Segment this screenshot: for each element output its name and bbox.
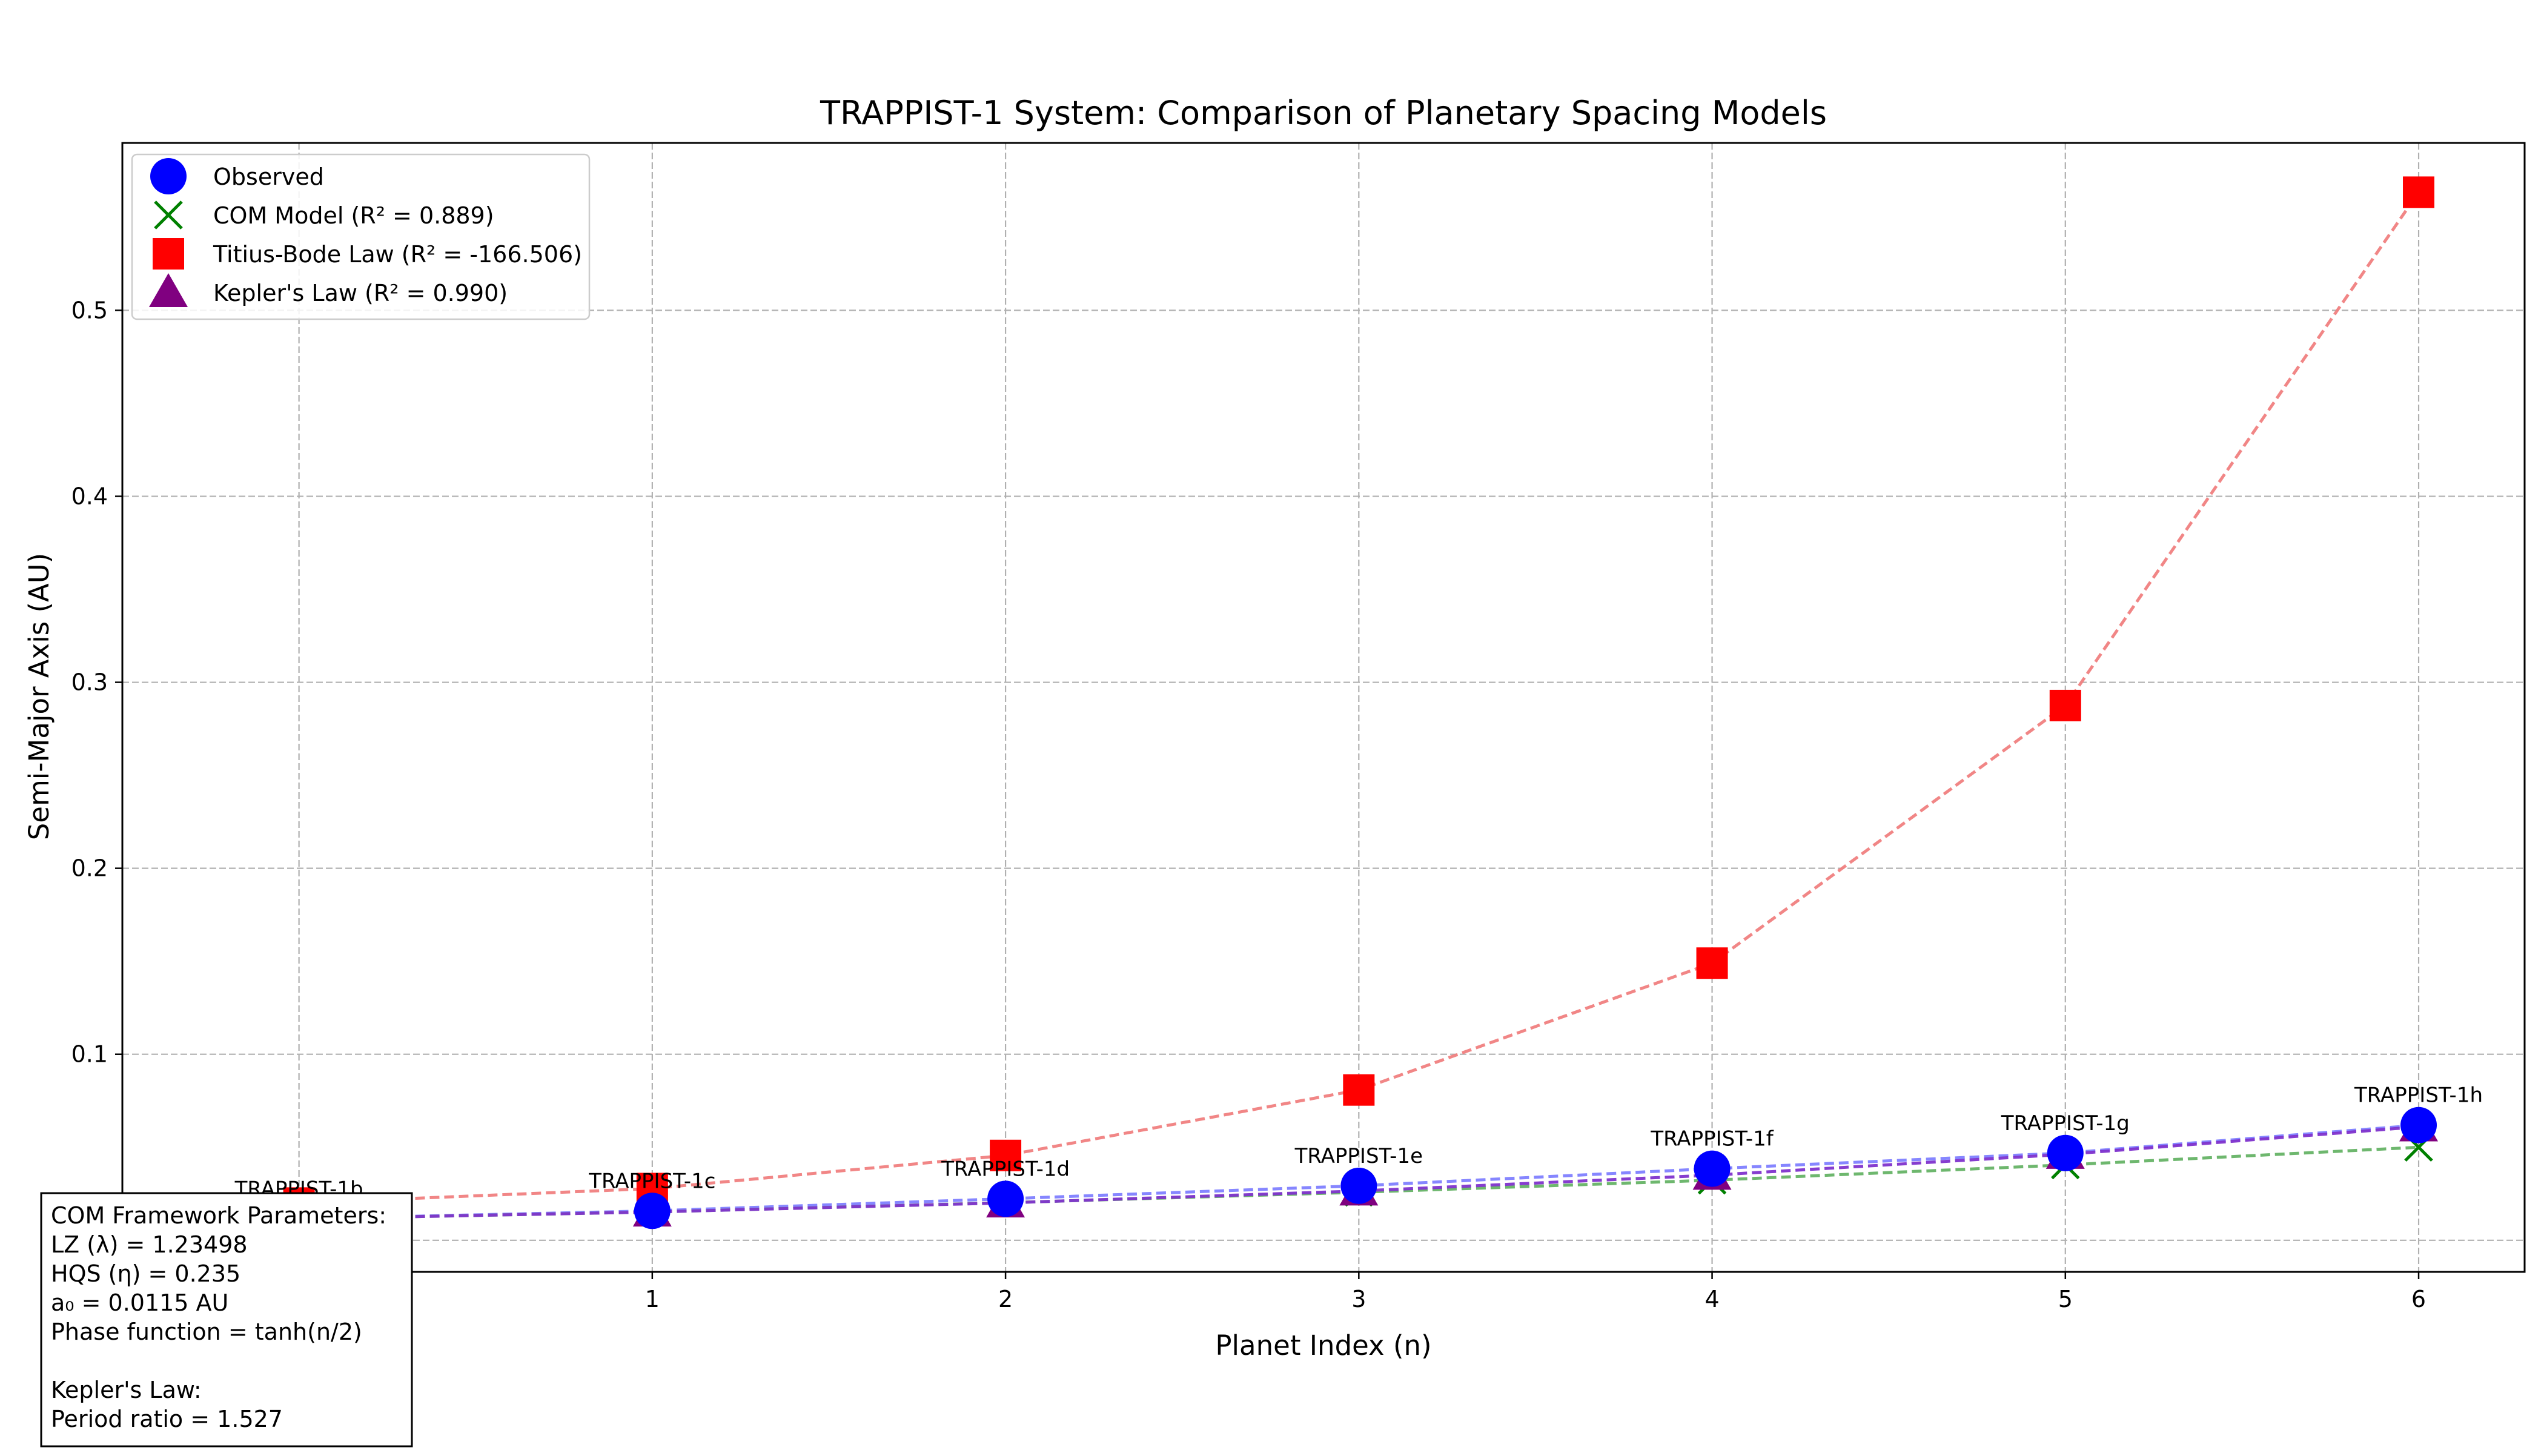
legend-entry-label: Titius-Bode Law (R² = -166.506) [213, 241, 582, 268]
y-axis-label: Semi-Major Axis (AU) [23, 553, 55, 841]
legend-entry-label: Observed [213, 164, 324, 190]
legend: Observed COM Model (R² = 0.889) Titius-Bod… [131, 153, 591, 320]
planet-label: TRAPPIST-1f [1650, 1127, 1774, 1151]
parameters-box: COM Framework Parameters:LZ (λ) = 1.2349… [40, 1192, 413, 1448]
x-tick-label: 2 [998, 1286, 1013, 1312]
data-point [2403, 176, 2435, 208]
x-tick-label: 1 [645, 1286, 660, 1312]
x-axis-label: Planet Index (n) [1215, 1329, 1431, 1362]
parameters-box-line: Phase function = tanh(n/2) [51, 1319, 362, 1345]
parameters-box-line: LZ (λ) = 1.23498 [51, 1231, 248, 1258]
data-point [1696, 947, 1728, 979]
data-point [2047, 1134, 2084, 1171]
legend-marker [154, 200, 183, 230]
data-point [2049, 689, 2081, 721]
data-point [990, 1139, 1022, 1171]
planet-labels: TRAPPIST-1b TRAPPIST-1c TRAPPIST-1dTRAPPIS… [234, 1084, 2483, 1202]
planet-label: TRAPPIST-1g [2001, 1111, 2130, 1136]
y-tick-label: 0.1 [71, 1041, 108, 1068]
planet-label: TRAPPIST-1c [588, 1169, 715, 1193]
x-tick-label: 5 [2058, 1286, 2073, 1312]
data-point [634, 1193, 671, 1229]
legend-marker [149, 273, 188, 307]
data-point [1340, 1167, 1377, 1204]
data-point [987, 1180, 1024, 1217]
legend-marker [150, 158, 187, 194]
planet-label: TRAPPIST-1e [1294, 1144, 1423, 1168]
x-tick-label: 3 [1351, 1286, 1366, 1312]
legend-box [131, 153, 591, 320]
y-tick-label: 0.3 [71, 669, 108, 696]
parameters-box-line: COM Framework Parameters: [51, 1202, 386, 1229]
data-point [1343, 1074, 1375, 1106]
legend-entry-label: Kepler's Law (R² = 0.990) [213, 280, 508, 306]
parameters-box-line: Kepler's Law: [51, 1377, 202, 1403]
x-tick-label: 6 [2411, 1286, 2426, 1312]
legend-entry-label: COM Model (R² = 0.889) [213, 202, 494, 229]
parameters-box-line: HQS (η) = 0.235 [51, 1260, 240, 1287]
planet-label: TRAPPIST-1d [941, 1157, 1070, 1181]
x-marker-stroke [154, 200, 183, 230]
parameters-box-line: a₀ = 0.0115 AU [51, 1289, 228, 1316]
legend-marker [153, 238, 184, 270]
data-point [1694, 1150, 1731, 1187]
parameters-box-frame [40, 1192, 413, 1448]
y-tick-label: 0.2 [71, 855, 108, 882]
chart-title: TRAPPIST-1 System: Comparison of Planeta… [820, 94, 1827, 132]
planet-label: TRAPPIST-1h [2354, 1084, 2483, 1108]
parameters-box-line: Period ratio = 1.527 [51, 1406, 283, 1432]
plot-frame [121, 142, 2526, 1273]
y-tick-label: 0.5 [71, 297, 108, 323]
y-tick-label: 0.4 [71, 483, 108, 509]
x-tick-label: 4 [1704, 1286, 1719, 1312]
data-point [2400, 1107, 2437, 1143]
